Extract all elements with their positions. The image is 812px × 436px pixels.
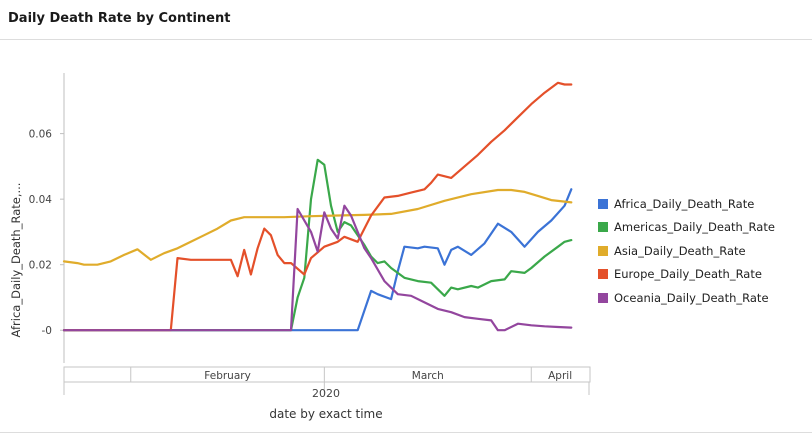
legend-label: Africa_Daily_Death_Rate [614,196,755,211]
y-axis-title: Africa_Daily_Death_Rate,... [9,183,23,338]
legend-swatch [598,222,608,233]
x-axis-year-label: 2020 [312,387,340,400]
y-tick-label: -0 [42,325,52,337]
legend-label: Americas_Daily_Death_Rate [614,220,775,235]
legend-item-americas[interactable]: Americas_Daily_Death_Rate [598,216,775,240]
chart-legend: Africa_Daily_Death_Rate Americas_Daily_De… [598,192,775,310]
legend-swatch [598,245,608,256]
x-axis-month-band [63,366,591,383]
legend-label: Europe_Daily_Death_Rate [614,267,762,282]
legend-item-africa[interactable]: Africa_Daily_Death_Rate [598,192,775,216]
x-axis-months: February March April [130,367,572,395]
series-line-americas[interactable] [62,158,573,332]
legend-swatch [598,292,608,303]
x-month-label: April [548,370,572,382]
legend-item-europe[interactable]: Europe_Daily_Death_Rate [598,263,775,287]
title-divider [0,39,812,40]
x-month-label: February [204,370,251,382]
x-axis-title: date by exact time [269,407,382,421]
legend-label: Asia_Daily_Death_Rate [614,243,746,258]
y-axis-ticks: -0 0.02 0.04 0.06 [29,129,64,337]
legend-swatch [598,269,608,280]
x-month-label: March [412,370,444,382]
line-chart[interactable]: -0 0.02 0.04 0.06 Africa_Daily_Death_Rate,.… [0,40,812,432]
legend-item-asia[interactable]: Asia_Daily_Death_Rate [598,239,775,263]
legend-swatch [598,198,608,209]
plot-lines [62,81,573,332]
y-tick-label: 0.02 [29,260,52,272]
panel-title: Daily Death Rate by Continent [8,11,231,26]
series-line-asia[interactable] [62,188,573,266]
series-line-oceania[interactable] [62,204,573,332]
series-line-africa[interactable] [62,188,573,332]
series-line-europe[interactable] [62,81,573,332]
legend-item-oceania[interactable]: Oceania_Daily_Death_Rate [598,286,775,310]
legend-label: Oceania_Daily_Death_Rate [614,290,769,305]
bottom-divider [0,432,812,433]
y-tick-label: 0.06 [29,129,53,141]
y-tick-label: 0.04 [29,194,53,206]
